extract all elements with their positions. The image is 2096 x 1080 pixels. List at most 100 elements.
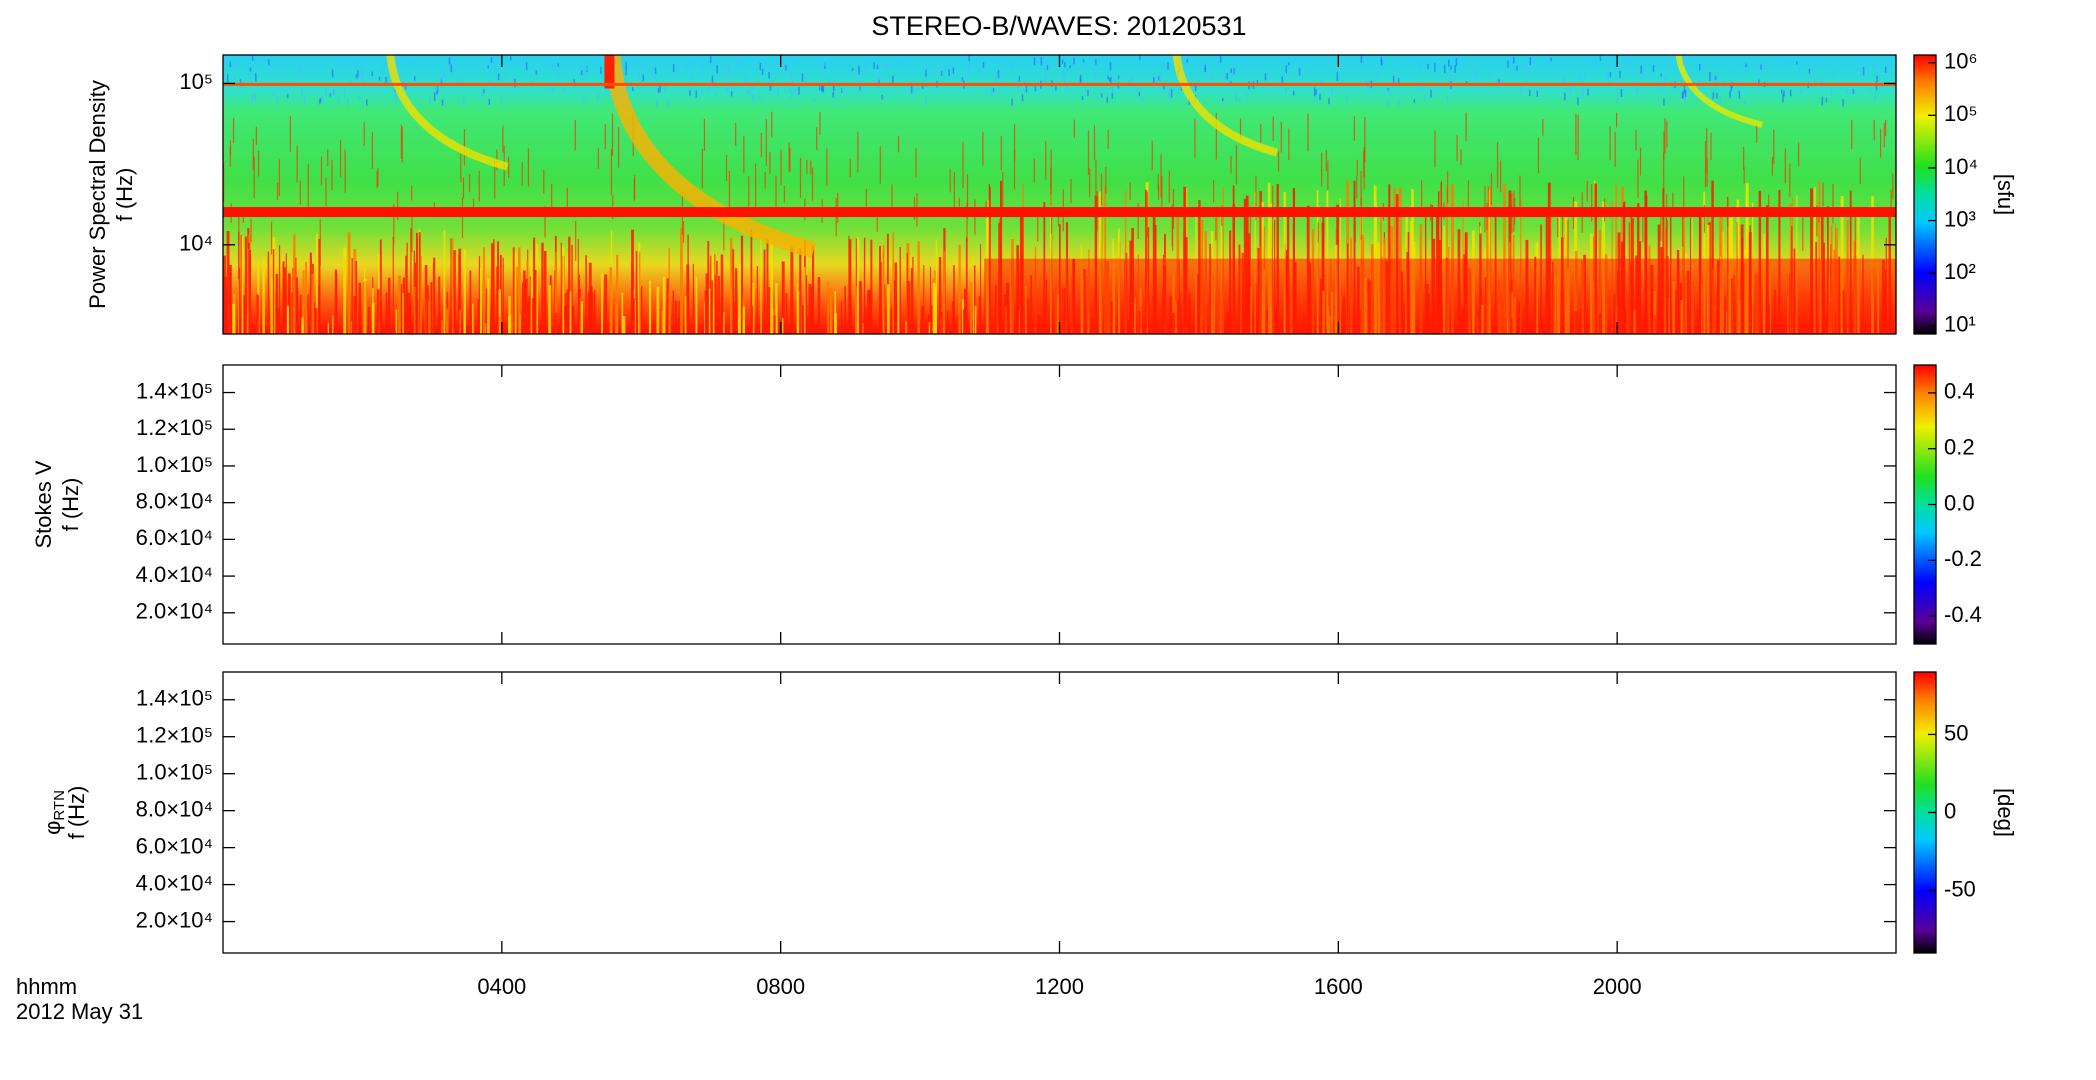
texture-streak <box>590 292 594 334</box>
texture-speckle <box>1194 84 1197 91</box>
texture-speckle <box>1869 88 1871 93</box>
texture-streak <box>522 282 524 334</box>
texture-speckle <box>251 55 254 61</box>
texture-speckle <box>329 93 332 97</box>
texture-speckle <box>600 66 602 74</box>
texture-spike <box>331 159 333 191</box>
texture-streak <box>942 251 946 334</box>
texture-speckle <box>794 88 797 95</box>
texture-streak <box>906 252 908 334</box>
texture-speckle <box>1025 85 1028 93</box>
texture-streak <box>398 275 401 334</box>
texture-speckle <box>1023 78 1026 86</box>
texture-streak <box>899 247 901 334</box>
texture-streak <box>585 317 588 334</box>
y-axis-label: Power Spectral Density <box>85 80 110 309</box>
texture-speckle <box>1168 92 1170 100</box>
texture-spike <box>1885 119 1887 137</box>
texture-speckle <box>1564 92 1566 101</box>
texture-speckle <box>1583 74 1585 82</box>
texture-streak <box>313 302 316 334</box>
texture-streak <box>443 230 446 334</box>
texture-spike <box>1327 160 1329 190</box>
texture-spike <box>982 131 984 166</box>
texture-speckle <box>1319 93 1321 101</box>
texture-spike <box>966 202 968 242</box>
texture-speckle <box>1619 70 1621 78</box>
texture-streak <box>365 281 367 334</box>
texture-spike <box>1704 141 1707 188</box>
texture-speckle <box>1109 62 1112 71</box>
texture-speckle <box>371 71 373 77</box>
texture-spike <box>257 150 260 177</box>
texture-spike <box>1013 149 1016 190</box>
texture-spike <box>1496 142 1499 189</box>
texture-speckle <box>1315 89 1317 95</box>
texture-spike <box>1642 211 1644 243</box>
texture-streak <box>364 278 367 334</box>
texture-speckle <box>1765 61 1768 70</box>
texture-speckle <box>672 64 675 73</box>
texture-speckle <box>822 85 825 93</box>
texture-streak <box>848 239 852 334</box>
texture-spike <box>1033 158 1035 183</box>
texture-speckle <box>1729 68 1732 73</box>
texture-speckle <box>1719 96 1721 105</box>
texture-speckle <box>910 86 913 94</box>
texture-speckle <box>686 65 688 71</box>
texture-spike <box>1360 197 1362 240</box>
texture-speckle <box>832 92 834 98</box>
texture-speckle <box>355 61 358 69</box>
texture-speckle <box>1550 57 1552 62</box>
texture-speckle <box>728 69 730 75</box>
texture-speckle <box>488 98 491 105</box>
texture-speckle <box>1516 65 1518 71</box>
texture-streak <box>571 306 575 334</box>
texture-spike <box>1557 218 1559 238</box>
texture-spike <box>327 149 329 167</box>
texture-speckle <box>1087 89 1089 97</box>
texture-streak <box>907 281 911 334</box>
texture-streak <box>587 292 590 334</box>
texture-spike <box>703 118 705 151</box>
texture-spike <box>1137 202 1139 239</box>
texture-speckle <box>828 77 831 84</box>
texture-streak <box>563 320 565 334</box>
texture-speckle <box>1798 66 1801 75</box>
texture-spike <box>551 183 553 212</box>
texture-spike <box>1089 168 1091 197</box>
texture-speckle <box>596 93 599 102</box>
texture-spike <box>723 218 725 251</box>
texture-spike <box>617 127 620 168</box>
texture-speckle <box>692 76 695 81</box>
texture-speckle <box>1884 66 1887 73</box>
texture-spike <box>1873 120 1875 141</box>
texture-streak <box>705 273 709 334</box>
texture-speckle <box>1018 76 1021 82</box>
texture-spike <box>1561 215 1564 255</box>
texture-streak <box>541 242 544 334</box>
texture-speckle <box>519 61 521 68</box>
texture-speckle <box>1153 77 1155 85</box>
texture-spike <box>725 154 728 181</box>
texture-streak <box>525 278 528 334</box>
texture-speckle <box>1311 67 1313 75</box>
texture-streak <box>529 276 532 334</box>
texture-spike <box>771 111 773 138</box>
texture-streak <box>438 276 441 334</box>
texture-spike <box>1789 163 1791 197</box>
texture-speckle <box>715 92 717 96</box>
texture-spike <box>320 156 323 186</box>
texture-streak <box>858 281 862 334</box>
texture-speckle <box>967 65 970 75</box>
texture-speckle <box>557 63 559 67</box>
texture-spike <box>400 124 402 160</box>
texture-streak <box>286 305 289 334</box>
texture-speckle <box>1712 92 1715 100</box>
texture-speckle <box>1055 86 1057 91</box>
texture-speckle <box>1821 96 1824 106</box>
colorbar-label: [deg] <box>1993 788 2018 837</box>
texture-spike <box>1467 180 1469 210</box>
texture-streak <box>244 236 247 334</box>
